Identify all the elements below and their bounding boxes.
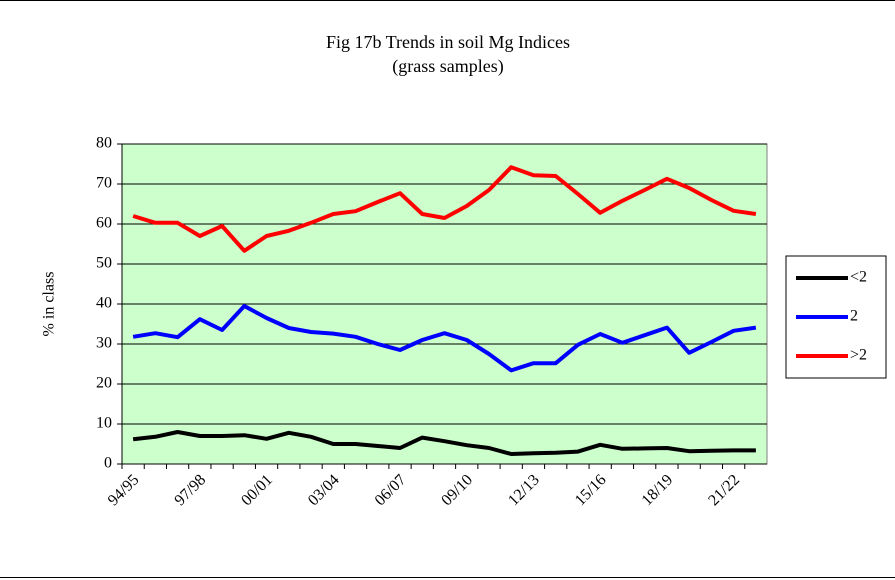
y-tick-label: 80 <box>96 135 112 152</box>
x-tick-label: 15/16 <box>572 471 610 509</box>
y-axis-label: % in class <box>41 272 58 337</box>
series-line <box>132 165 757 253</box>
legend-label: 2 <box>850 308 858 325</box>
x-tick-label: 12/13 <box>505 471 543 509</box>
legend-label: <2 <box>850 269 867 286</box>
x-tick-label: 09/10 <box>438 471 476 509</box>
y-tick-label: 20 <box>96 375 112 392</box>
x-tick-label: 94/95 <box>105 471 143 509</box>
series-line <box>132 430 756 456</box>
y-tick-label: 30 <box>96 335 112 352</box>
x-tick-label: 21/22 <box>705 471 743 509</box>
legend-label: >2 <box>850 347 867 364</box>
x-tick-label: 00/01 <box>238 471 276 509</box>
x-tick-label: 18/19 <box>639 471 677 509</box>
y-tick-label: 10 <box>96 415 112 432</box>
series-line <box>132 304 757 373</box>
y-tick-label: 0 <box>104 455 112 472</box>
y-tick-label: 70 <box>96 175 112 192</box>
y-tick-label: 60 <box>96 215 112 232</box>
x-tick-label: 06/07 <box>372 471 410 509</box>
x-tick-label: 97/98 <box>171 471 209 509</box>
x-tick-label: 03/04 <box>305 471 343 509</box>
chart-title: Fig 17b Trends in soil Mg Indices <box>326 32 570 52</box>
y-tick-label: 50 <box>96 255 112 272</box>
y-tick-label: 40 <box>96 295 112 312</box>
chart-subtitle: (grass samples) <box>392 56 503 77</box>
